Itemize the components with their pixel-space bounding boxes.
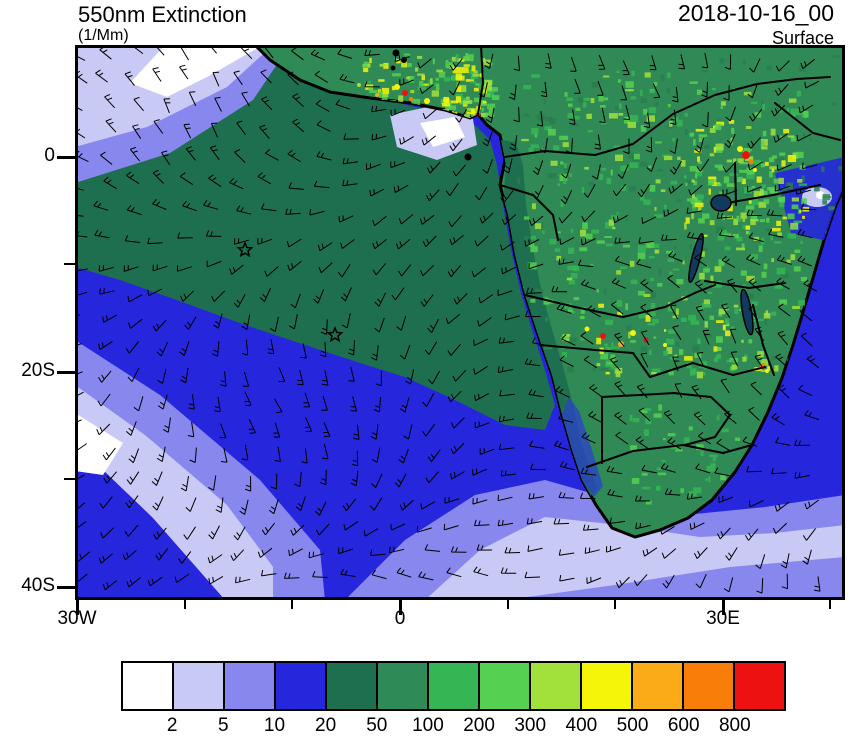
colorbar-cell-8 (529, 661, 582, 711)
x-axis-label: 30W (57, 608, 97, 629)
plot-level: Surface (771, 28, 834, 48)
x-axis-label: 30E (706, 608, 740, 629)
colorbar-label: 300 (514, 715, 547, 736)
plot-title: 550nm Extinction (78, 2, 247, 27)
colorbar-label: 200 (463, 715, 495, 736)
colorbar-label: 20 (315, 715, 337, 736)
map-area (64, 39, 847, 600)
axis-tick (399, 600, 402, 615)
colorbar-cell-4 (325, 661, 378, 711)
colorbar-label: 500 (616, 715, 649, 736)
colorbar-cell-5 (376, 661, 429, 711)
colorbar-cell-12 (733, 661, 786, 711)
colorbar-label: 800 (718, 715, 751, 736)
axis-tick (57, 586, 75, 589)
point-marker (464, 153, 472, 161)
axis-tick (722, 600, 725, 615)
star-marker (236, 241, 254, 258)
colorbar-label: 5 (218, 715, 229, 736)
axis-tick (76, 600, 79, 615)
colorbar (121, 661, 786, 711)
lakes (688, 194, 754, 336)
axis-tick (64, 263, 75, 265)
colorbar-cell-11 (682, 661, 735, 711)
star-marker (326, 326, 344, 343)
colorbar-cell-7 (478, 661, 531, 711)
y-axis-label: 0 (44, 145, 55, 166)
axis-tick (64, 478, 75, 480)
y-axis-label: 40S (21, 575, 55, 596)
axis-tick (507, 600, 509, 609)
colorbar-cell-0 (121, 661, 174, 711)
y-axis-label: 20S (21, 360, 55, 381)
x-axis-label: 0 (394, 608, 406, 629)
axis-tick (57, 156, 75, 159)
colorbar-cell-2 (223, 661, 276, 711)
axis-tick (291, 600, 293, 609)
colorbar-label: 100 (412, 715, 444, 736)
colorbar-label: 600 (667, 715, 700, 736)
plot-units: (1/Mm) (78, 27, 129, 44)
colorbar-label: 10 (263, 715, 286, 736)
colorbar-label: 400 (565, 715, 598, 736)
map-markers (236, 49, 472, 343)
plot-frame (75, 45, 845, 600)
wind-barbs (64, 39, 821, 594)
ocean-field (75, 45, 845, 600)
colorbar-cell-6 (427, 661, 480, 711)
colorbar-cell-3 (274, 661, 327, 711)
axis-tick (184, 600, 186, 609)
colorbar-cell-10 (631, 661, 684, 711)
plot-datetime: 2018-10-16_00 (677, 0, 834, 26)
axis-tick (57, 371, 75, 374)
colorbar-cell-9 (580, 661, 633, 711)
map-plot (64, 39, 847, 600)
axis-tick (614, 600, 616, 609)
colorbar-label: 2 (166, 715, 178, 736)
colorbar-cell-1 (172, 661, 225, 711)
axis-tick (829, 600, 831, 609)
colorbar-label: 50 (366, 715, 388, 736)
